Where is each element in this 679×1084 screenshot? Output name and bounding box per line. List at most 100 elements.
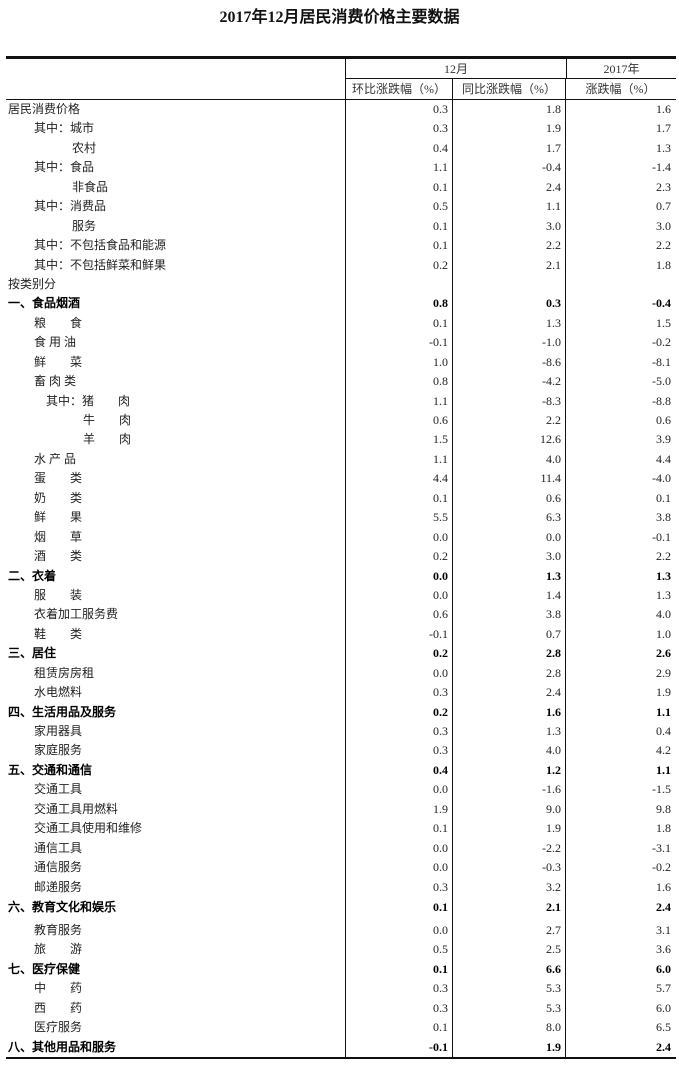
table-row: 五、交通和通信 0.4 1.2 1.1 [6,760,676,781]
value-year: 1.3 [565,138,675,159]
row-label: 畜 肉 类 [34,374,77,389]
value-mom: 0.0 [345,663,452,684]
value-mom: 0.4 [345,138,452,159]
value-mom: 0.1 [345,959,452,980]
value-yoy: 2.8 [452,644,565,664]
row-label: 五、交通和通信 [8,762,93,777]
row-label: 烟 草 [34,529,83,544]
row-label: 蛋 类 [34,471,83,486]
value-year: 0.1 [565,488,675,509]
table-row: 奶 类 0.1 0.6 0.1 [6,488,676,509]
value-yoy: 1.8 [452,100,565,120]
table-row: 家用器具 0.3 1.3 0.4 [6,722,676,742]
value-yoy: 6.6 [452,959,565,980]
value-mom: 0.3 [345,998,452,1019]
value-year: -3.1 [565,838,675,859]
row-label: 教育服务 [34,922,83,937]
value-mom: 0.3 [345,100,452,120]
table-row: 通信工具 0.0 -2.2 -3.1 [6,838,676,859]
row-label: 农村 [72,140,97,155]
table-row: 畜 肉 类 0.8 -4.2 -5.0 [6,372,676,392]
value-yoy: 3.0 [452,216,565,237]
row-label: 邮递服务 [34,879,83,894]
row-label: 四、生活用品及服务 [8,704,117,719]
row-label: 家用器具 [34,724,83,738]
value-year: 1.6 [565,100,675,120]
value-yoy: 0.6 [452,488,565,509]
table-row: 其中：不包括食品和能源 0.1 2.2 2.2 [6,236,676,256]
header-year: 涨跌幅（%） [565,79,675,99]
row-label: 旅 游 [34,942,83,957]
value-yoy: 2.2 [452,411,565,431]
value-year: 1.3 [565,585,675,606]
row-label: 其中：不包括食品和能源 [34,238,167,253]
value-yoy: 2.4 [452,177,565,198]
row-label: 鲜 菜 [34,354,83,369]
table-row: 鲜 菜 1.0 -8.6 -8.1 [6,352,676,373]
value-yoy: 1.3 [452,722,565,742]
value-mom: -0.1 [345,624,452,645]
value-yoy: 3.0 [452,547,565,567]
value-yoy: 1.9 [452,1037,565,1057]
value-mom: 0.0 [345,585,452,606]
table-row: 租赁房房租 0.0 2.8 2.9 [6,663,676,684]
table-row: 其中：猪 肉 1.1 -8.3 -8.8 [6,391,676,411]
value-yoy: 4.0 [452,741,565,761]
value-year: -5.0 [565,372,675,392]
value-mom: 0.2 [345,644,452,664]
value-year: 0.4 [565,722,675,742]
value-mom: 0.0 [345,920,452,941]
value-year: 1.8 [565,819,675,839]
value-mom: 0.3 [345,741,452,761]
value-year: 6.0 [565,959,675,980]
value-year: 1.6 [565,877,675,897]
table-row: 烟 草 0.0 0.0 -0.1 [6,527,676,548]
value-year: 3.9 [565,430,675,450]
value-yoy: -0.4 [452,158,565,178]
value-mom: 0.3 [345,119,452,139]
value-yoy: 1.4 [452,585,565,606]
value-mom: 0.3 [345,683,452,703]
value-mom: 0.2 [345,702,452,722]
value-year: 2.4 [565,896,675,921]
row-label: 西 药 [34,1000,83,1015]
row-label: 其中：城市 [34,121,95,136]
value-year: 1.3 [565,566,675,586]
table-row: 三、居住 0.2 2.8 2.6 [6,644,676,664]
value-yoy: 3.2 [452,877,565,897]
value-mom: 0.1 [345,236,452,256]
value-year: 6.5 [565,1018,675,1038]
table-row: 蛋 类 4.4 11.4 -4.0 [6,469,676,489]
row-label: 非食品 [72,179,109,194]
value-mom: 0.1 [345,313,452,334]
table-row: 鞋 类 -0.1 0.7 1.0 [6,624,676,645]
row-label: 食 用 油 [34,335,77,350]
value-year: 3.1 [565,920,675,941]
value-mom: -0.1 [345,1037,452,1057]
table-row: 羊 肉 1.5 12.6 3.9 [6,430,676,450]
value-yoy: 8.0 [452,1018,565,1038]
value-mom: 5.5 [345,508,452,528]
row-label: 水 产 品 [34,451,77,466]
value-year: 2.4 [565,1037,675,1057]
value-yoy: 2.7 [452,920,565,941]
value-year: 2.9 [565,663,675,684]
table-row: 衣着加工服务费 0.6 3.8 4.0 [6,605,676,625]
value-yoy: 2.1 [452,896,565,921]
value-mom: 0.3 [345,979,452,999]
row-label: 奶 类 [34,490,83,505]
row-label: 三、居住 [8,646,57,661]
value-yoy: 1.7 [452,138,565,159]
page-title: 2017年12月居民消费价格主要数据 [219,9,460,26]
value-yoy: 1.6 [452,702,565,722]
table-row: 西 药 0.3 5.3 6.0 [6,998,676,1019]
value-yoy: -1.0 [452,333,565,353]
row-label: 其中：不包括鲜菜和鲜果 [34,257,167,272]
table-row: 水电燃料 0.3 2.4 1.9 [6,683,676,703]
value-mom: 0.3 [345,877,452,897]
table-row: 牛 肉 0.6 2.2 0.6 [6,411,676,431]
value-year: 0.6 [565,411,675,431]
value-mom: 1.9 [345,799,452,820]
value-mom: 0.0 [345,780,452,800]
row-label: 水电燃料 [34,685,83,700]
